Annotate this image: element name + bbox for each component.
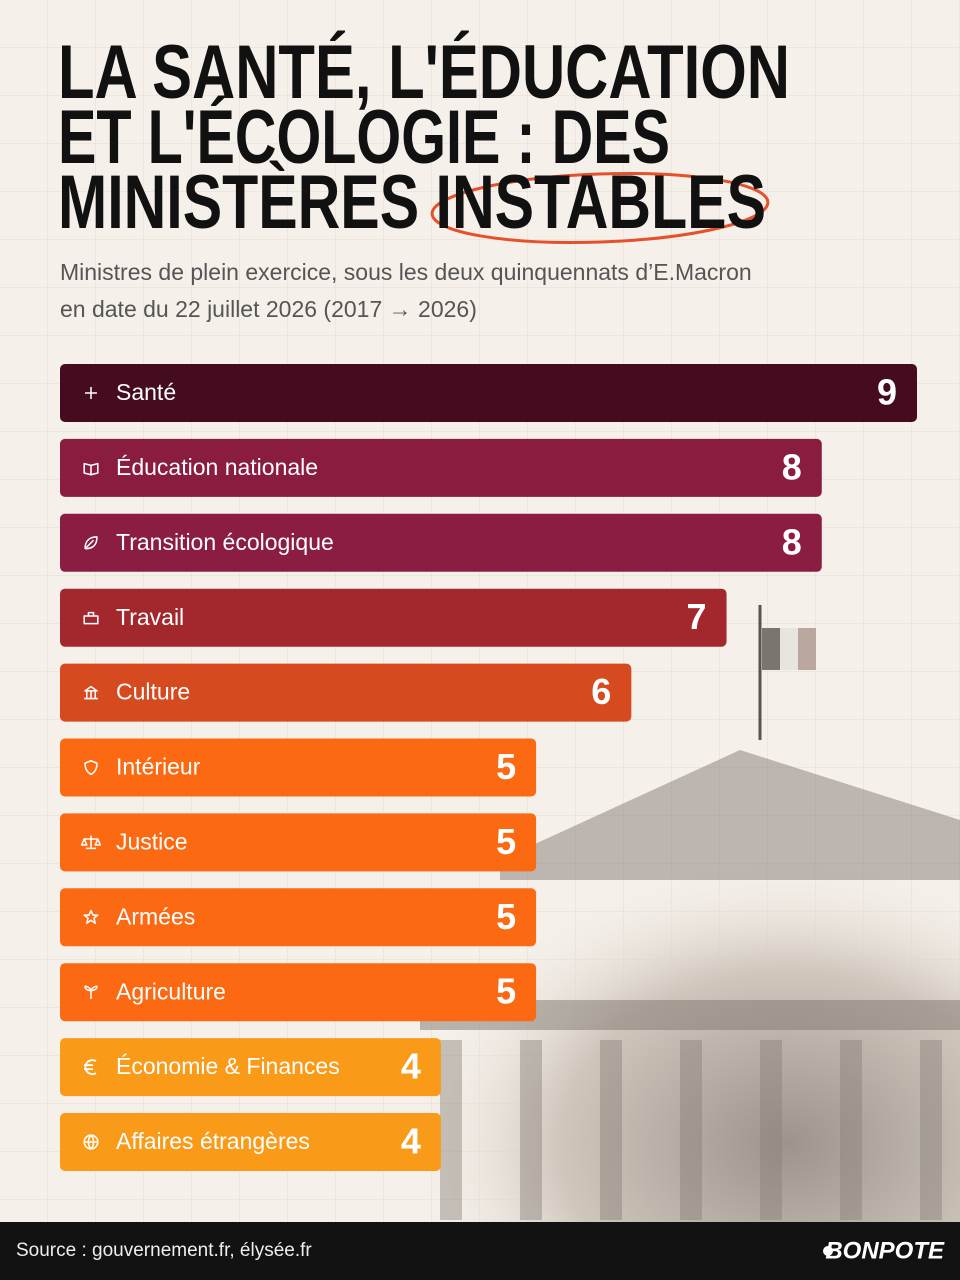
bar-label: Agriculture (116, 978, 226, 1004)
title-line: LA SANTÉ, L'ÉDUCATION (58, 30, 790, 115)
bar-label: Santé (116, 379, 176, 405)
bar-label: Transition écologique (116, 529, 334, 555)
title-highlight (430, 172, 770, 244)
value-label: 8 (782, 521, 802, 562)
bar-label: Affaires étrangères (116, 1128, 310, 1154)
title-line: ET L'ÉCOLOGIE : DES (58, 95, 670, 180)
value-label: 6 (591, 671, 611, 712)
bar-icon (83, 611, 99, 625)
logo-mark (823, 1246, 833, 1256)
bar-icon (84, 536, 98, 550)
bars: Santé 9 Éducation nationale 8 Transition éco… (60, 364, 917, 1171)
bar (60, 738, 537, 797)
bar-label: Armées (116, 903, 195, 929)
title-line: MINISTÈRES INSTABLES (58, 160, 766, 245)
bar (60, 963, 537, 1022)
bar (60, 1038, 441, 1097)
value-label: 4 (401, 1046, 421, 1087)
bar-label: Travail (116, 604, 184, 630)
bar-icon (83, 1134, 99, 1150)
value-label: 8 (782, 446, 802, 487)
bar-icon (85, 387, 97, 399)
value-label: 5 (496, 896, 516, 937)
bar-icon (84, 985, 98, 1000)
bar (60, 438, 822, 497)
value-label: 7 (687, 596, 707, 637)
bar-label: Justice (116, 828, 188, 854)
bar-label: Culture (116, 679, 190, 705)
bar-label: Intérieur (116, 754, 201, 780)
bar-label: Économie & Finances (116, 1053, 340, 1079)
bar-icon (83, 909, 99, 925)
subtitle: Ministres de plein exercice, sous les de… (60, 259, 752, 285)
value-label: 5 (496, 746, 516, 787)
brand: BONPOTE (825, 1237, 945, 1264)
bar-icon (80, 835, 102, 850)
bar (60, 588, 727, 647)
value-label: 9 (877, 372, 897, 413)
title: LA SANTÉ, L'ÉDUCATION ET L'ÉCOLOGIE : DE… (58, 30, 790, 245)
footer (0, 1222, 960, 1280)
bar-icon (84, 685, 98, 700)
bar (60, 1113, 441, 1171)
value-label: 4 (401, 1121, 421, 1162)
bar (60, 364, 917, 422)
bar-icon (83, 462, 99, 476)
bar (60, 513, 822, 572)
bar-icon (84, 759, 98, 776)
value-label: 5 (496, 821, 516, 862)
subtitle: en date du 22 juillet 2026 (2017 → 2026) (60, 296, 477, 322)
bar (60, 888, 537, 947)
bar-icon (84, 1059, 97, 1075)
bar-label: Éducation nationale (116, 454, 318, 480)
bar (60, 813, 537, 872)
source: Source : gouvernement.fr, élysée.fr (16, 1240, 312, 1261)
bar (60, 663, 632, 722)
value-label: 5 (496, 971, 516, 1012)
